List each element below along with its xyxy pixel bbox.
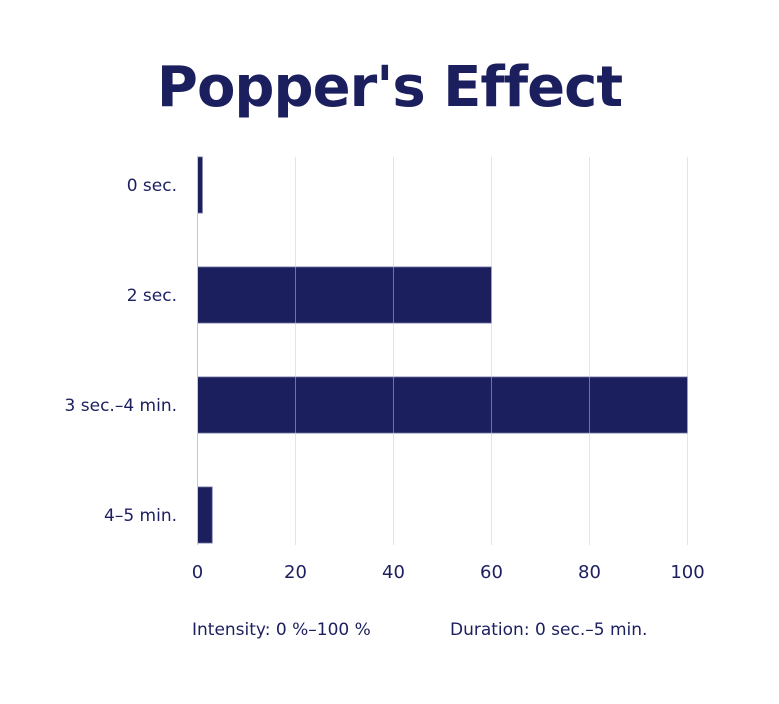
y-tick-label: 4–5 min. — [104, 506, 177, 526]
x-tick-label: 0 — [192, 562, 203, 583]
x-tick-label: 40 — [382, 562, 405, 583]
chart-title: Popper's Effect — [156, 55, 623, 120]
bar — [197, 266, 492, 324]
bar — [197, 156, 203, 214]
x-tick-label: 100 — [670, 562, 704, 583]
y-tick-label: 3 sec.–4 min. — [65, 396, 177, 416]
bar — [197, 486, 213, 544]
duration-note: Duration: 0 sec.–5 min. — [450, 620, 648, 640]
x-tick-label: 20 — [284, 562, 307, 583]
y-tick-label: 0 sec. — [127, 176, 177, 196]
x-tick-label: 80 — [578, 562, 601, 583]
x-tick-label: 60 — [480, 562, 503, 583]
y-tick-label: 2 sec. — [127, 286, 177, 306]
intensity-note: Intensity: 0 %–100 % — [192, 620, 371, 640]
bar — [197, 376, 688, 434]
